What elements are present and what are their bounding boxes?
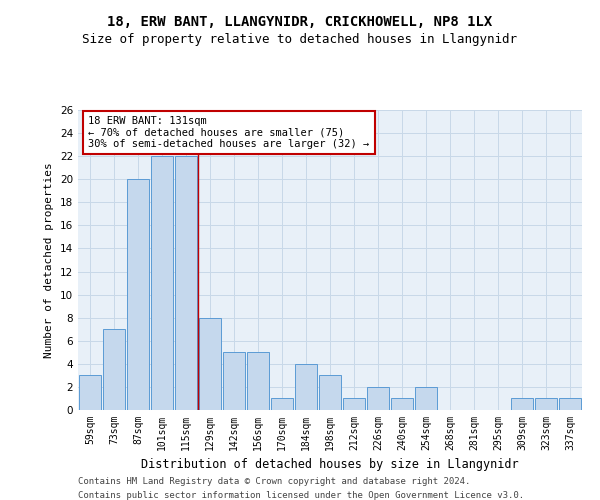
Bar xyxy=(223,352,245,410)
Bar xyxy=(271,398,293,410)
Text: Contains public sector information licensed under the Open Government Licence v3: Contains public sector information licen… xyxy=(78,491,524,500)
Bar xyxy=(415,387,437,410)
Text: Size of property relative to detached houses in Llangynidr: Size of property relative to detached ho… xyxy=(83,32,517,46)
Text: Contains HM Land Registry data © Crown copyright and database right 2024.: Contains HM Land Registry data © Crown c… xyxy=(78,478,470,486)
Bar xyxy=(103,329,125,410)
Bar xyxy=(199,318,221,410)
Bar xyxy=(295,364,317,410)
Y-axis label: Number of detached properties: Number of detached properties xyxy=(44,162,55,358)
Bar xyxy=(127,179,149,410)
Bar xyxy=(343,398,365,410)
Bar xyxy=(535,398,557,410)
Bar xyxy=(175,156,197,410)
Bar xyxy=(367,387,389,410)
Text: 18 ERW BANT: 131sqm
← 70% of detached houses are smaller (75)
30% of semi-detach: 18 ERW BANT: 131sqm ← 70% of detached ho… xyxy=(88,116,370,149)
Bar xyxy=(391,398,413,410)
Bar xyxy=(511,398,533,410)
Text: 18, ERW BANT, LLANGYNIDR, CRICKHOWELL, NP8 1LX: 18, ERW BANT, LLANGYNIDR, CRICKHOWELL, N… xyxy=(107,15,493,29)
Bar xyxy=(559,398,581,410)
Bar xyxy=(319,376,341,410)
Bar xyxy=(151,156,173,410)
Bar xyxy=(79,376,101,410)
X-axis label: Distribution of detached houses by size in Llangynidr: Distribution of detached houses by size … xyxy=(141,458,519,471)
Bar xyxy=(247,352,269,410)
